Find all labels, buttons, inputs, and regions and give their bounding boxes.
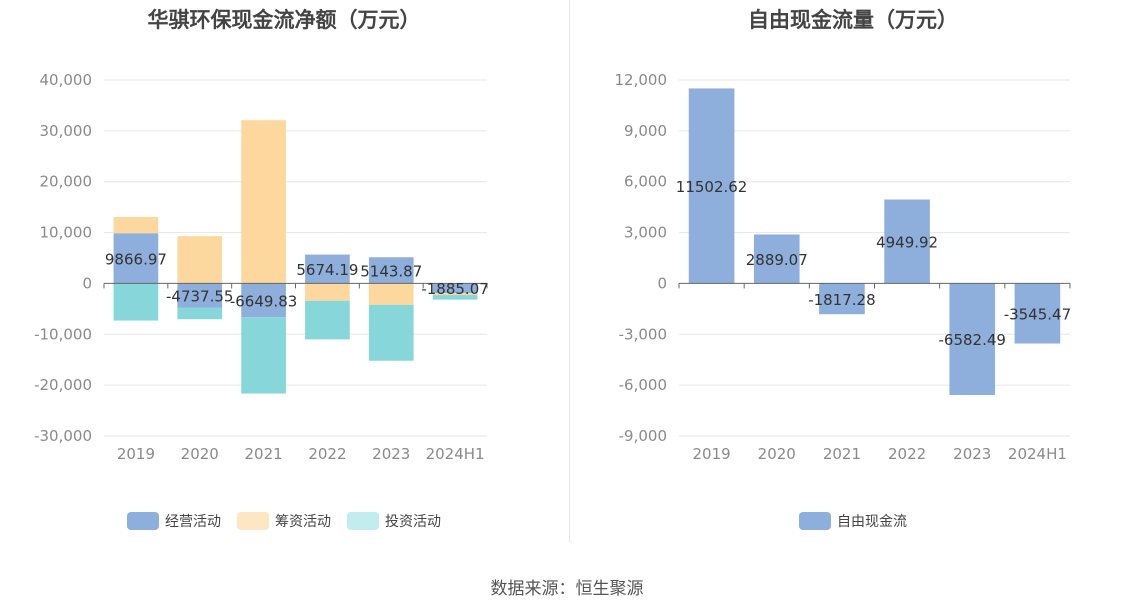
bar-2 xyxy=(368,283,414,305)
x-tick-label: 2021 xyxy=(823,445,861,463)
legend-swatch-operating xyxy=(127,512,159,530)
bar-2 xyxy=(305,283,350,301)
data-label: -6649.83 xyxy=(230,292,297,310)
bar-1 xyxy=(241,283,286,318)
bar-1 xyxy=(753,234,800,284)
bar-1 xyxy=(305,254,350,284)
legend-item-free-cash-flow[interactable]: 自由现金流 xyxy=(799,511,907,531)
bar-3 xyxy=(432,295,478,300)
y-tick-label: 10,000 xyxy=(40,224,93,242)
bar-2 xyxy=(432,293,478,296)
legend-item-investing[interactable]: 投资活动 xyxy=(347,511,441,531)
legend-left: 经营活动 筹资活动 投资活动 xyxy=(0,511,568,531)
x-tick-label: 2022 xyxy=(308,445,346,463)
data-label: -4737.55 xyxy=(166,287,233,305)
y-tick-label: 3,000 xyxy=(624,224,667,242)
bar-1 xyxy=(884,199,930,284)
bar-2 xyxy=(113,216,159,234)
y-tick-label: 20,000 xyxy=(40,173,93,191)
cash-flow-net-chart: 40,000 30,000 20,000 10,000 0 -10,000 -20,000 -… xyxy=(34,71,489,463)
bar-3 xyxy=(113,283,159,321)
x-tick-label: 2020 xyxy=(181,445,219,463)
free-cash-flow-panel: 自由现金流量（万元） 12,000 9,000 6,000 3,000 0 -3,000 -… xyxy=(572,0,1134,545)
legend-swatch-financing xyxy=(237,512,269,530)
y-tick-label: 12,000 xyxy=(615,71,668,89)
bar-2 xyxy=(177,236,223,284)
data-label: -3545.47 xyxy=(1004,305,1071,323)
bar-1 xyxy=(688,88,735,284)
chart-title-right: 自由现金流量（万元） xyxy=(748,8,958,32)
x-tick-label: 2020 xyxy=(758,445,796,463)
legend-label-free-cash-flow: 自由现金流 xyxy=(837,514,907,530)
x-tick-label: 2019 xyxy=(692,445,730,463)
bar-1 xyxy=(1014,283,1061,344)
bar-1 xyxy=(819,283,865,315)
cash-flow-net-panel: 华骐环保现金流净额（万元） 40,000 30,000 20,000 10,000 0 -… xyxy=(0,0,568,545)
bar-1 xyxy=(432,283,478,294)
legend-right: 自由现金流 xyxy=(572,511,1134,531)
data-label: 5143.87 xyxy=(360,262,422,280)
x-tick-label: 2021 xyxy=(244,445,282,463)
free-cash-flow-chart: 12,000 9,000 6,000 3,000 0 -3,000 -6,000 -9,000… xyxy=(615,71,1072,463)
bar-1 xyxy=(113,233,159,284)
legend-label-investing: 投资活动 xyxy=(385,514,441,530)
data-label: 11502.62 xyxy=(676,178,748,196)
data-label: -6582.49 xyxy=(939,331,1006,349)
bar-1 xyxy=(368,257,414,284)
chart-title-left: 华骐环保现金流净额（万元） xyxy=(147,8,421,32)
panel-divider xyxy=(569,0,570,542)
bar-3 xyxy=(241,317,286,394)
bar-2 xyxy=(241,120,286,284)
data-label: 9866.97 xyxy=(105,250,167,268)
bar-1 xyxy=(177,283,223,308)
y-tick-label: 0 xyxy=(657,274,667,292)
data-label: 5674.19 xyxy=(296,261,358,279)
y-tick-label: -20,000 xyxy=(34,376,92,394)
legend-label-operating: 经营活动 xyxy=(165,514,221,530)
legend-item-operating[interactable]: 经营活动 xyxy=(127,511,221,531)
data-label: 4949.92 xyxy=(876,233,938,251)
y-tick-label: 0 xyxy=(82,274,92,292)
legend-swatch-free-cash-flow xyxy=(799,512,831,530)
y-tick-label: -9,000 xyxy=(619,427,667,445)
y-tick-label: 6,000 xyxy=(624,173,667,191)
bar-3 xyxy=(177,307,223,320)
data-label: 2889.07 xyxy=(746,251,808,269)
bar-3 xyxy=(368,304,414,361)
legend-item-financing[interactable]: 筹资活动 xyxy=(237,511,331,531)
y-tick-label: -6,000 xyxy=(619,376,667,394)
x-tick-label: 2023 xyxy=(953,445,991,463)
legend-swatch-investing xyxy=(347,512,379,530)
data-source-note: 数据来源：恒生聚源 xyxy=(490,579,644,599)
data-label: -1817.28 xyxy=(808,291,875,309)
y-tick-label: -10,000 xyxy=(34,325,92,343)
y-tick-label: 30,000 xyxy=(40,122,93,140)
x-tick-label: 2024H1 xyxy=(426,445,485,463)
data-label: -1885.07 xyxy=(421,280,488,298)
y-tick-label: -30,000 xyxy=(34,427,92,445)
x-tick-label: 2024H1 xyxy=(1008,445,1067,463)
bar-3 xyxy=(305,300,350,340)
x-tick-label: 2022 xyxy=(888,445,926,463)
bar-1 xyxy=(949,283,996,396)
y-tick-label: 9,000 xyxy=(624,122,667,140)
x-tick-label: 2023 xyxy=(372,445,410,463)
y-tick-label: -3,000 xyxy=(619,325,667,343)
x-tick-label: 2019 xyxy=(117,445,155,463)
legend-label-financing: 筹资活动 xyxy=(275,514,331,530)
y-tick-label: 40,000 xyxy=(40,71,93,89)
